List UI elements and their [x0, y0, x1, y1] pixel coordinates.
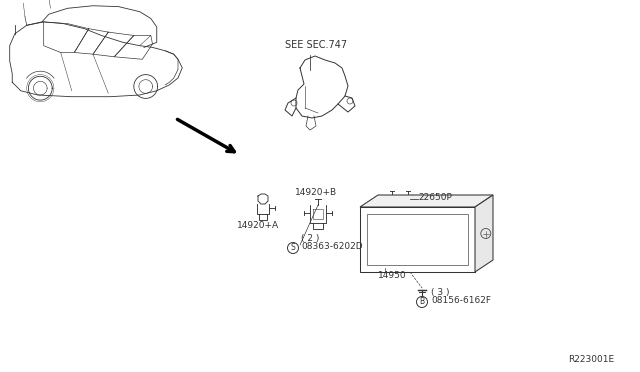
Text: 22650P: 22650P [418, 193, 452, 202]
Text: 14920+A: 14920+A [237, 221, 279, 230]
Text: ( 2 ): ( 2 ) [301, 234, 319, 243]
Text: SEE SEC.747: SEE SEC.747 [285, 40, 347, 50]
Text: ( 3 ): ( 3 ) [431, 288, 449, 297]
Polygon shape [475, 195, 493, 272]
Text: S: S [291, 244, 296, 253]
Text: R223001E: R223001E [568, 355, 614, 364]
Bar [367, 214, 468, 265]
Text: B: B [419, 298, 424, 307]
Text: 08156-6162F: 08156-6162F [431, 296, 491, 305]
Text: 14950: 14950 [378, 271, 406, 280]
Polygon shape [360, 195, 493, 207]
Bar [360, 207, 475, 272]
Text: 08363-6202D: 08363-6202D [301, 242, 363, 251]
Text: 14920+B: 14920+B [295, 188, 337, 197]
